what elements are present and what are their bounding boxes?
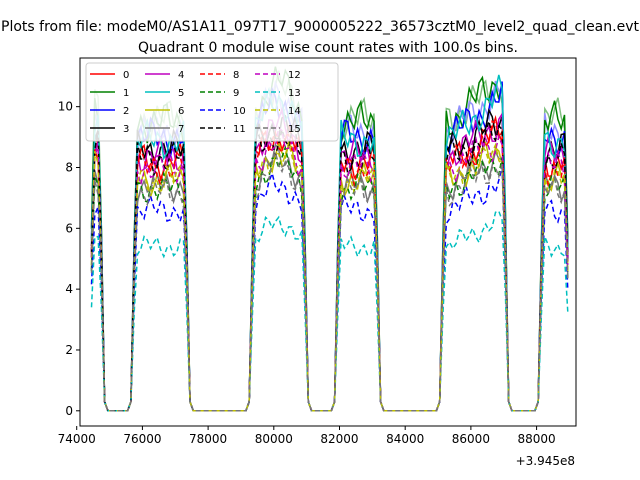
legend-label: 12	[288, 70, 301, 81]
y-tick-label: 6	[65, 221, 73, 235]
x-tick-label: 86000	[452, 432, 490, 446]
legend-label: 9	[233, 88, 239, 99]
y-tick-label: 2	[65, 343, 73, 357]
series-line-6	[90, 140, 569, 412]
series-line-10	[90, 166, 569, 412]
x-tick-label: 80000	[255, 432, 293, 446]
x-tick-label: 82000	[320, 432, 358, 446]
legend-label: 5	[178, 88, 184, 99]
legend-label: 6	[178, 106, 184, 117]
y-tick-label: 0	[65, 404, 73, 418]
figure-suptitle: Plots from file: modeM0/AS1A11_097T17_90…	[1, 19, 639, 35]
legend-label: 4	[178, 70, 184, 81]
series-line-11	[90, 118, 569, 412]
x-offset-label: +3.945e8	[516, 454, 575, 468]
legend-label: 8	[233, 70, 239, 81]
legend-label: 2	[123, 106, 129, 117]
series-line-0	[90, 115, 569, 412]
legend-label: 13	[288, 88, 301, 99]
x-tick-label: 88000	[517, 432, 555, 446]
axes-frame	[79, 57, 577, 427]
legend-label: 7	[178, 124, 184, 135]
plot-area	[90, 66, 569, 412]
legend-label: 10	[233, 106, 246, 117]
chart-title: Quadrant 0 module wise count rates with …	[138, 40, 518, 56]
legend-label: 15	[288, 124, 301, 135]
legend-label: 11	[233, 124, 246, 135]
legend-box	[85, 62, 339, 142]
legend-label: 0	[123, 70, 129, 81]
x-tick-label: 84000	[386, 432, 424, 446]
y-tick-label: 10	[58, 100, 73, 114]
x-tick-label: 76000	[123, 432, 161, 446]
axis-ticks: 74000 76000 78000 80000 82000 84000 86000 88000…	[58, 100, 556, 446]
x-tick-label: 74000	[58, 432, 96, 446]
y-tick-label: 4	[65, 282, 73, 296]
series-line-14	[90, 139, 569, 412]
y-tick-label: 8	[65, 160, 73, 174]
legend-label: 3	[123, 124, 129, 135]
legend-label: 1	[123, 88, 129, 99]
legend-label: 14	[288, 106, 301, 117]
x-tick-label: 78000	[189, 432, 227, 446]
series-line-13	[90, 210, 569, 412]
series-line-7	[90, 142, 569, 412]
series-line-8	[90, 119, 569, 412]
series-line-15	[90, 149, 569, 412]
